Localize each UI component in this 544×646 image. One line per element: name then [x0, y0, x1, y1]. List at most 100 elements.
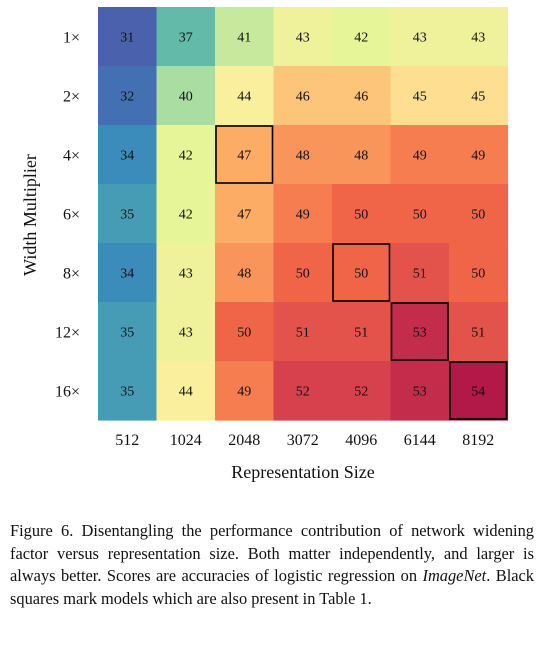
cell-value-r4-c4: 50	[354, 267, 368, 282]
heatmap-cell-r5-c4	[332, 302, 392, 362]
cell-value-r6-c3: 52	[296, 385, 310, 400]
cell-value-r6-c5: 53	[413, 385, 427, 400]
heatmap-cell-r5-c6	[449, 302, 509, 362]
cell-value-r5-c4: 51	[354, 326, 368, 341]
cell-value-r4-c2: 48	[237, 267, 251, 282]
highlight-box-2	[390, 302, 449, 361]
heatmap-cell-r0-c6	[449, 7, 509, 67]
heatmap-cell-r1-c2	[215, 66, 275, 126]
cell-value-r0-c0: 31	[120, 31, 134, 46]
figure-caption: Figure 6. Disentangling the performance …	[10, 520, 534, 610]
heatmap-cell-r6-c1	[156, 361, 216, 421]
cell-value-r4-c5: 51	[413, 267, 427, 282]
heatmap-cell-r2-c2	[215, 125, 275, 185]
heatmap-cell-r0-c2	[215, 7, 275, 67]
heatmap-cell-r4-c5	[390, 243, 450, 303]
cell-value-r5-c3: 51	[296, 326, 310, 341]
heatmap-cell-r5-c2	[215, 302, 275, 362]
x-tick-label-2: 2048	[228, 432, 260, 449]
heatmap-cell-r3-c4	[332, 184, 392, 244]
cell-value-r2-c6: 49	[471, 149, 485, 164]
heatmap-cell-r6-c0	[98, 361, 158, 421]
cell-value-r1-c5: 45	[413, 90, 427, 105]
heatmap-cells	[98, 7, 509, 421]
heatmap-cell-r5-c0	[98, 302, 158, 362]
heatmap-cell-r2-c3	[273, 125, 333, 185]
x-axis-label: Representation Size	[231, 462, 374, 482]
heatmap-cell-r3-c6	[449, 184, 509, 244]
cell-value-r3-c6: 50	[471, 208, 485, 223]
cell-value-r0-c4: 42	[354, 31, 368, 46]
cell-value-r5-c6: 51	[471, 326, 485, 341]
heatmap-cell-r1-c3	[273, 66, 333, 126]
heatmap-cell-r5-c1	[156, 302, 216, 362]
heatmap-cell-r2-c6	[449, 125, 509, 185]
heatmap-cell-r0-c4	[332, 7, 392, 67]
heatmap-cell-r4-c4	[332, 243, 392, 303]
heatmap-chart: 31 37 41 43 42 43 43 32 40 44 46 46 45 45 34 42 47 48 48 49…	[20, 7, 509, 482]
cell-value-r4-c0: 34	[120, 267, 134, 282]
cell-value-r1-c0: 32	[120, 90, 134, 105]
y-tick-label-4: 8×	[63, 266, 80, 283]
cell-value-r5-c5: 53	[413, 326, 427, 341]
x-tick-label-3: 3072	[287, 432, 319, 449]
highlight-box-3	[449, 361, 508, 420]
cell-value-r2-c1: 42	[179, 149, 193, 164]
cell-value-r0-c5: 43	[413, 31, 427, 46]
cell-value-r1-c1: 40	[179, 90, 193, 105]
y-tick-label-2: 4×	[63, 148, 80, 165]
cell-value-r1-c3: 46	[296, 90, 310, 105]
heatmap-cell-r6-c5	[390, 361, 450, 421]
cell-value-r5-c0: 35	[120, 326, 134, 341]
cell-value-r6-c2: 49	[237, 385, 251, 400]
heatmap-cell-r2-c0	[98, 125, 158, 185]
cell-value-r4-c3: 50	[296, 267, 310, 282]
heatmap-cell-r3-c1	[156, 184, 216, 244]
cell-value-r0-c2: 41	[237, 31, 251, 46]
heatmap-cell-r0-c3	[273, 7, 333, 67]
heatmap-cell-r1-c5	[390, 66, 450, 126]
heatmap-cell-r1-c4	[332, 66, 392, 126]
heatmap-cell-r3-c2	[215, 184, 275, 244]
y-axis-label: Width Multiplier	[20, 154, 40, 276]
cell-value-r3-c1: 42	[179, 208, 193, 223]
cell-value-r2-c4: 48	[354, 149, 368, 164]
caption-text-end: . Black squares mark models which are al…	[10, 566, 534, 608]
heatmap-cell-r1-c1	[156, 66, 216, 126]
cell-value-r0-c1: 37	[179, 31, 193, 46]
cell-value-r1-c6: 45	[471, 90, 485, 105]
cell-value-r6-c0: 35	[120, 385, 134, 400]
x-tick-label-1: 1024	[170, 432, 202, 449]
cell-value-r2-c5: 49	[413, 149, 427, 164]
y-tick-label-1: 2×	[63, 89, 80, 106]
highlight-boxes	[215, 125, 508, 420]
cell-value-r0-c3: 43	[296, 31, 310, 46]
cell-value-r3-c4: 50	[354, 208, 368, 223]
x-tick-label-6: 8192	[462, 432, 494, 449]
heatmap-cell-r0-c0	[98, 7, 158, 67]
heatmap-cell-r0-c1	[156, 7, 216, 67]
cell-value-r3-c2: 47	[237, 208, 251, 223]
y-tick-label-6: 16×	[55, 384, 80, 401]
highlight-box-1	[332, 243, 391, 302]
heatmap-cell-r3-c5	[390, 184, 450, 244]
heatmap-cell-r5-c5	[390, 302, 450, 362]
cell-value-r2-c2: 47	[237, 149, 251, 164]
heatmap-cell-r4-c1	[156, 243, 216, 303]
cell-value-labels: 31 37 41 43 42 43 43 32 40 44 46 46 45 45 34 42 47 48 48 49…	[120, 31, 485, 400]
cell-value-r1-c2: 44	[237, 90, 251, 105]
x-tick-label-0: 512	[115, 432, 139, 449]
heatmap-cell-r3-c0	[98, 184, 158, 244]
heatmap-cell-r4-c3	[273, 243, 333, 303]
heatmap-cell-r6-c6	[449, 361, 509, 421]
x-tick-labels: 512 1024 2048 3072 4096 6144 8192	[115, 432, 494, 449]
y-tick-label-0: 1×	[63, 30, 80, 47]
heatmap-cell-r6-c4	[332, 361, 392, 421]
heatmap-cell-r4-c2	[215, 243, 275, 303]
caption-text: Disentangling the performance contributi…	[10, 521, 534, 586]
y-tick-label-3: 6×	[63, 207, 80, 224]
caption-emphasis: ImageNet	[422, 566, 487, 586]
caption-label: Figure 6.	[10, 521, 74, 540]
heatmap-cell-r4-c0	[98, 243, 158, 303]
y-tick-label-5: 12×	[55, 325, 80, 342]
